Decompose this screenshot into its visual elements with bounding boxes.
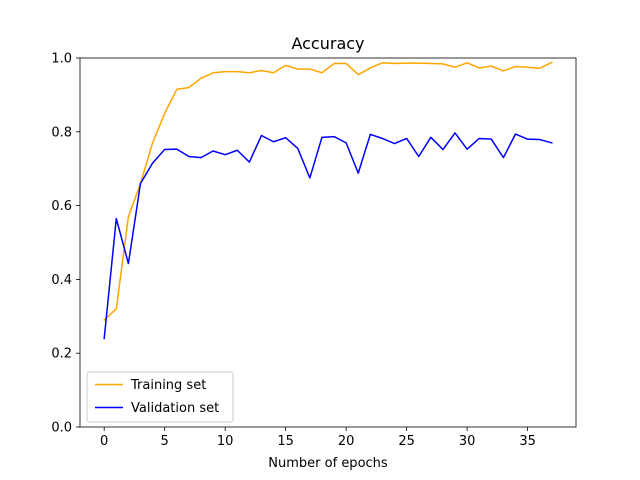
x-tick-label: 0 [100,434,108,449]
x-tick-label: 35 [519,434,536,449]
legend-label-validation: Validation set [131,401,219,416]
axes-frame [79,57,577,428]
y-tick-label: 0.8 [51,125,72,140]
y-tick-label: 0.2 [51,347,72,362]
series-layer [103,61,553,340]
x-tick-label: 5 [161,434,169,449]
series-line-training [103,61,553,322]
y-tick-label: 0.4 [51,273,72,288]
series-line-validation [103,132,553,340]
x-tick-label: 10 [217,434,234,449]
legend-box [86,371,234,423]
axes-layer: 0 5 10 15 20 25 30 35 0.0 0.2 0.4 0.6 0.8 1.0 [51,52,577,449]
chart-title: Accuracy [291,34,364,53]
y-tick-label: 0.6 [51,199,72,214]
x-axis-label: Number of epochs [268,456,388,471]
y-tick-label: 1.0 [51,52,72,67]
x-tick-label: 15 [277,434,294,449]
x-tick-label: 20 [338,434,355,449]
y-tick-label: 0.0 [51,421,72,436]
legend: Training set Validation set [86,371,234,423]
legend-label-training: Training set [130,378,206,393]
x-tick-label: 25 [398,434,415,449]
x-tick-label: 30 [459,434,476,449]
